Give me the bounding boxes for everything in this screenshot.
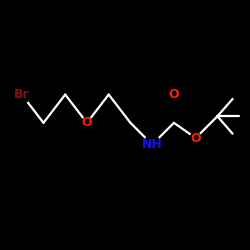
Text: NH: NH bbox=[142, 138, 163, 151]
Circle shape bbox=[144, 136, 161, 153]
Text: Br: Br bbox=[14, 88, 30, 101]
Text: O: O bbox=[168, 88, 179, 101]
Circle shape bbox=[13, 86, 30, 103]
Text: O: O bbox=[190, 132, 201, 144]
Text: O: O bbox=[82, 116, 92, 129]
Circle shape bbox=[190, 132, 201, 143]
Circle shape bbox=[82, 118, 92, 128]
Circle shape bbox=[168, 89, 179, 100]
